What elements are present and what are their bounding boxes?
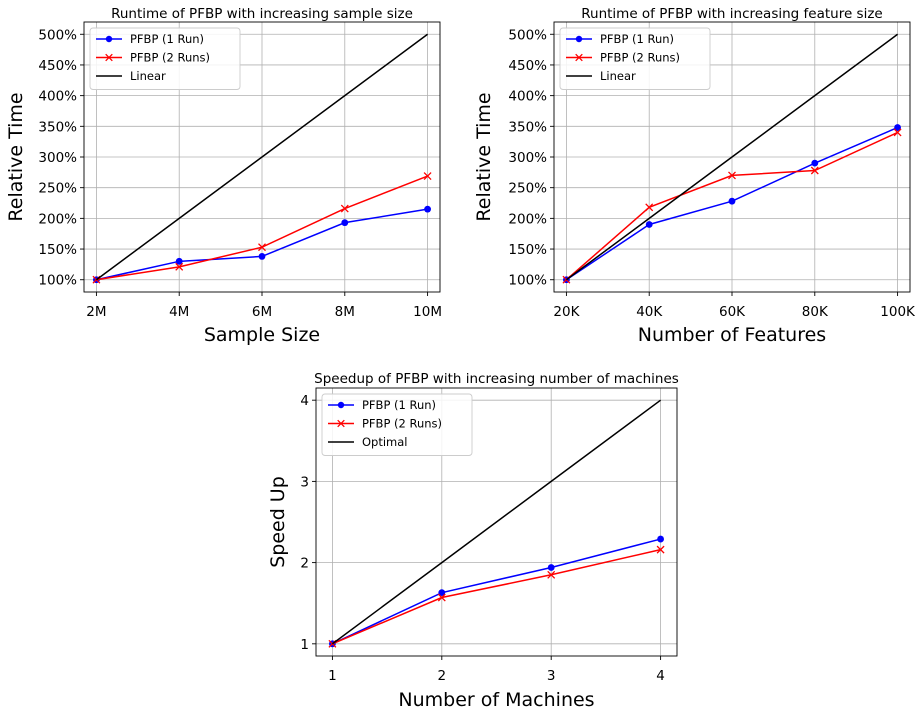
plot-frame [315,387,678,657]
legend-entry-pfbp-2-runs: PFBP (2 Runs) [600,51,680,65]
y-tick-label: 2 [300,556,309,572]
chart-title: Speedup of PFBP with increasing number o… [314,371,679,387]
y-tick-label: 500% [38,27,77,43]
legend: PFBP (1 Run) PFBP (2 Runs) Linear [559,27,711,90]
data-point [811,159,819,167]
x-tick-label: 60K [719,304,746,320]
data-point [810,166,819,175]
legend-box [89,27,241,90]
y-tick-label: 350% [508,119,547,135]
y-axis-label: Relative Time [5,92,27,221]
chart-machines: 1 2 3 4 1 2 3 4 Speedup of PFBP with increasing … [267,371,679,711]
data-point [438,589,446,597]
data-point [424,205,431,213]
y-tick-label: 100% [38,273,77,289]
data-point [547,570,556,579]
legend-entry-optimal: Optimal [362,435,408,449]
x-axis-label: Number of Machines [398,689,594,711]
legend-marker [337,419,345,428]
y-tick-label: 400% [508,89,547,105]
y-tick-label: 100% [508,273,547,289]
data-point [175,257,183,265]
y-tick-label: 500% [508,27,547,43]
legend-entry-pfbp-1-run: PFBP (1 Run) [362,398,436,412]
legend-marker [575,53,583,62]
legend-marker [105,53,113,62]
legend-entry-linear: Linear [600,69,636,83]
chart-title: Runtime of PFBP with increasing feature … [581,6,882,22]
x-tick-label: 4M [169,304,189,320]
y-tick-label: 200% [38,211,77,227]
x-tick-label: 2M [86,304,106,320]
legend-marker [575,35,583,43]
x-tick-label: 80K [802,304,829,320]
data-point [547,564,555,571]
x-tick-label: 8M [335,304,355,320]
y-tick-label: 450% [508,58,547,74]
y-tick-label: 300% [508,150,547,166]
legend-entry-linear: Linear [130,69,166,83]
series-line-pfbp-2-runs [332,548,661,645]
y-tick-label: 4 [300,393,309,409]
y-tick-label: 150% [38,242,77,258]
y-tick-label: 300% [38,150,77,166]
data-point [894,124,901,131]
x-tick-label: 1 [328,668,337,684]
data-point [893,128,902,137]
y-tick-label: 400% [38,89,77,105]
chart-feature-size: 20K 40K 60K 80K 100K 100% 150% 200% 250% 300% 350%… [473,6,916,346]
x-tick-label: 2 [438,668,447,684]
legend-marker [337,401,345,409]
chart-title: Runtime of PFBP with increasing sample s… [111,6,413,22]
x-axis-label: Number of Features [638,324,826,346]
x-tick-label: 6M [252,304,272,320]
y-axis-label: Relative Time [473,92,495,221]
data-point [175,262,184,271]
series-line-optimal [331,399,662,645]
data-point [656,545,665,554]
legend-box [321,393,473,456]
data-point [645,221,653,228]
legend-entry-pfbp-2-runs: PFBP (2 Runs) [130,51,210,65]
y-tick-label: 250% [38,181,77,197]
legend: PFBP (1 Run) PFBP (2 Runs) Optimal [321,393,473,456]
legend-marker [105,35,113,43]
y-tick-label: 200% [508,211,547,227]
data-point [258,253,266,260]
x-axis-label: Sample Size [204,324,320,346]
y-tick-label: 450% [38,58,77,74]
data-point [728,197,736,205]
data-point [437,593,446,602]
data-point [341,219,349,227]
data-point [657,535,664,543]
data-point [728,171,736,180]
series-line-pfbp-1-run [332,538,661,645]
legend: PFBP (1 Run) PFBP (2 Runs) Linear [89,27,241,90]
x-tick-label: 3 [547,668,556,684]
data-point [645,203,654,212]
legend-entry-pfbp-1-run: PFBP (1 Run) [130,32,204,46]
y-axis-label: Speed Up [267,476,289,568]
x-tick-label: 40K [636,304,663,320]
data-point [258,243,266,252]
legend-box [559,27,711,90]
y-tick-label: 3 [300,474,309,490]
x-tick-label: 100K [880,304,916,320]
x-tick-label: 20K [553,304,580,320]
y-tick-label: 1 [300,637,309,653]
y-tick-label: 150% [508,242,547,258]
y-tick-label: 250% [508,181,547,197]
data-point [340,204,349,213]
x-tick-label: 4 [656,668,665,684]
series-line-linear [565,33,899,281]
y-tick-label: 350% [38,119,77,135]
legend-entry-pfbp-1-run: PFBP (1 Run) [600,32,674,46]
x-tick-label: 10M [413,304,442,320]
data-point [423,172,432,180]
chart-sample-size: 2M 4M 6M 8M 10M 100% 150% 200% 250% 300% 350% 400% 4… [5,6,442,346]
legend-entry-pfbp-2-runs: PFBP (2 Runs) [362,417,442,431]
series-line-linear [95,33,429,281]
